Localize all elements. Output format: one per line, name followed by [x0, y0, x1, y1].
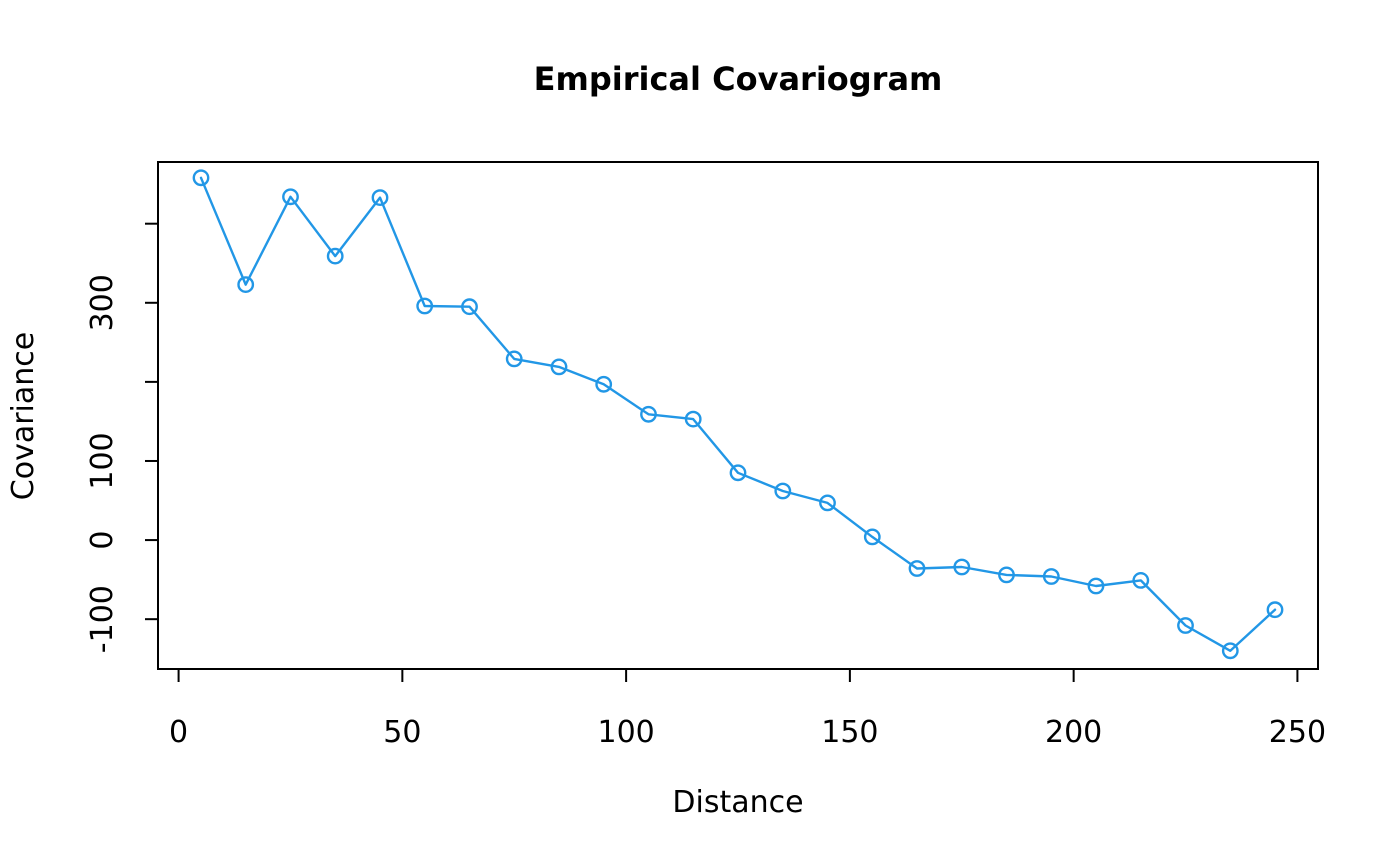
- data-point: [1087, 577, 1105, 595]
- series-points-group: [192, 169, 1284, 660]
- data-point: [326, 247, 344, 265]
- series-line: [199, 176, 1277, 652]
- data-point: [595, 375, 613, 393]
- y-axis-label: Covariance: [6, 332, 41, 500]
- x-axis-label: Distance: [672, 785, 803, 820]
- data-point: [1132, 572, 1150, 589]
- chart-title: Empirical Covariogram: [534, 60, 943, 98]
- data-point: [550, 358, 568, 376]
- data-point: [282, 188, 299, 206]
- data-point: [819, 494, 836, 512]
- data-point: [1221, 642, 1239, 660]
- y-tick-label: -100: [85, 585, 120, 653]
- x-tick-label: 100: [597, 715, 654, 750]
- data-point: [774, 482, 792, 500]
- x-axis-ticks: 0 50 100 150 200 250: [169, 669, 1326, 750]
- x-tick-label: 50: [383, 715, 421, 750]
- data-point: [729, 464, 747, 482]
- data-point: [684, 410, 702, 428]
- series-line-group: [199, 176, 1277, 652]
- y-axis-ticks: -100 0 100 300: [85, 222, 158, 653]
- data-point: [1042, 568, 1060, 585]
- data-point: [1177, 617, 1194, 634]
- data-point: [1266, 601, 1284, 619]
- data-point: [371, 189, 389, 207]
- y-tick-label: 100: [85, 432, 120, 489]
- x-tick-label: 150: [821, 715, 878, 750]
- plot-border: [157, 161, 1319, 670]
- data-point: [237, 276, 255, 293]
- data-point: [863, 528, 881, 546]
- data-point: [192, 169, 210, 187]
- data-point: [998, 566, 1015, 584]
- data-point: [640, 405, 657, 423]
- data-point: [908, 560, 926, 577]
- data-point: [953, 558, 971, 576]
- x-tick-label: 0: [169, 715, 188, 750]
- data-point: [505, 350, 523, 368]
- data-point: [416, 297, 434, 315]
- y-tick-label: 300: [85, 274, 120, 331]
- data-point: [461, 298, 478, 316]
- y-tick-label: 0: [85, 531, 120, 550]
- x-tick-label: 250: [1269, 715, 1326, 750]
- x-tick-label: 200: [1045, 715, 1102, 750]
